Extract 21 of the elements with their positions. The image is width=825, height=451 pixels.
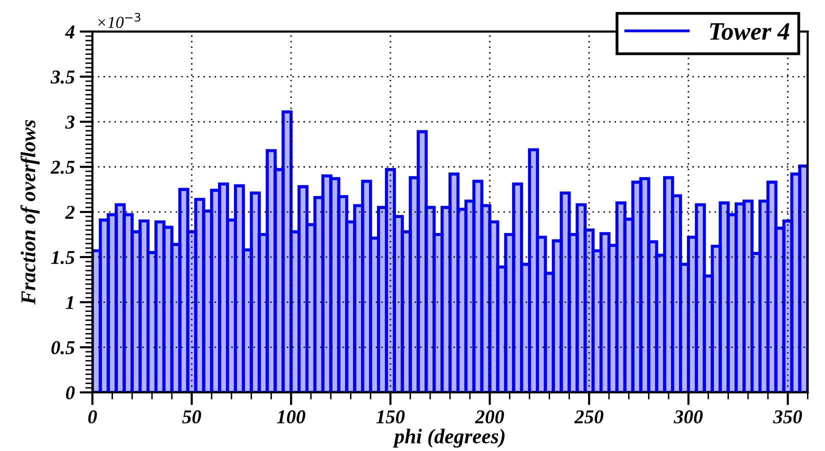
y-tick-label: 2.5 — [50, 160, 75, 174]
y-tick-label: 2 — [65, 206, 75, 219]
y-tick-label: 1 — [66, 296, 74, 309]
x-tick-label: 0 — [88, 410, 97, 424]
y-tick-label: 0.5 — [51, 341, 75, 354]
y-tick-label: 3.5 — [50, 70, 75, 84]
y-tick-label: 4 — [65, 26, 74, 38]
legend-label: Tower 4 — [710, 23, 790, 40]
y-tick-label: 3 — [65, 116, 75, 129]
x-tick-label: 50 — [182, 410, 202, 424]
y-tick-label: 1.5 — [51, 250, 75, 264]
x-tick-label: 300 — [674, 410, 703, 424]
x-tick-label: 150 — [376, 410, 405, 424]
y-axis-title: Fraction of overflows — [20, 120, 40, 305]
text: ×10$^{−3}$ — [98, 12, 140, 28]
y-tick-label: 0 — [66, 386, 75, 400]
x-axis-title: phi (degrees) — [392, 428, 505, 448]
x-tick-label: 250 — [574, 410, 604, 424]
x-tick-label: 200 — [474, 410, 504, 424]
x-tick-label: 350 — [773, 410, 802, 424]
x-tick-label: 100 — [276, 410, 306, 424]
